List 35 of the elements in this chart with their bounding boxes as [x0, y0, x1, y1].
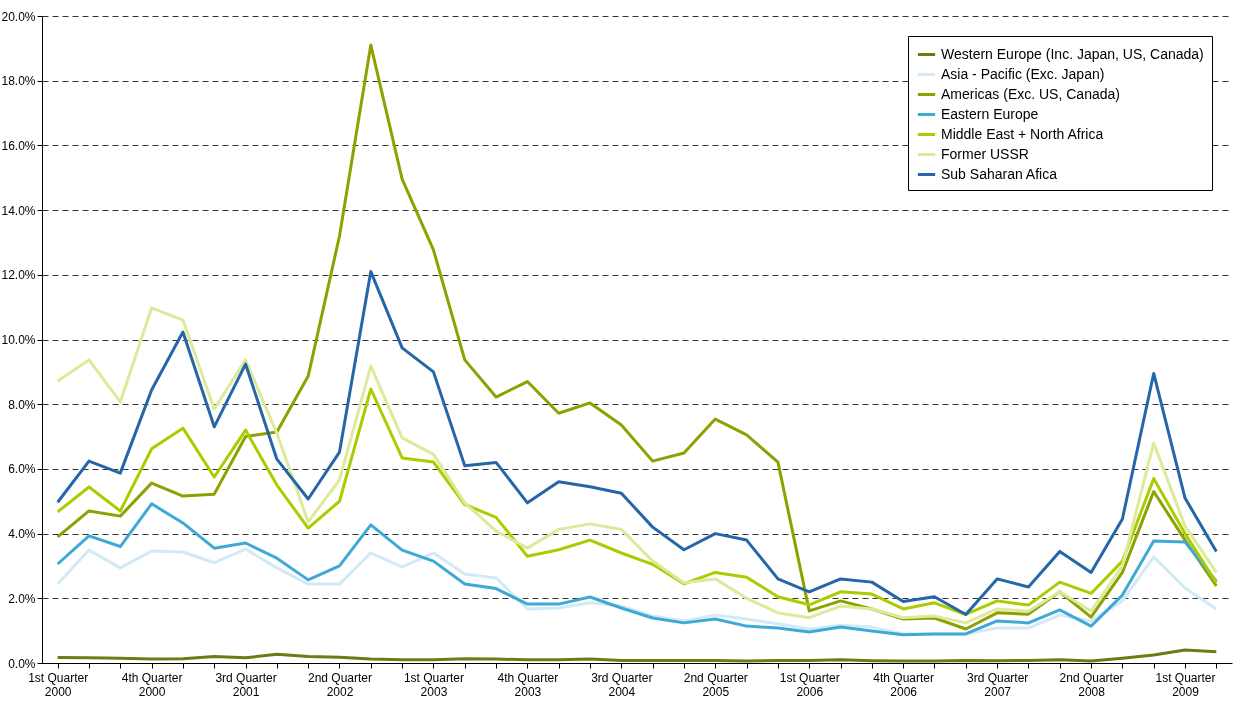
legend-label: Eastern Europe: [941, 105, 1039, 122]
x-tick-label: 1st Quarter 2003: [403, 670, 464, 699]
y-tick-label: 4.0%: [8, 527, 36, 542]
y-tick-label: 18.0%: [1, 74, 36, 89]
y-tick-label: 16.0%: [1, 138, 36, 153]
x-tick-label: 4th Quarter 2006: [873, 670, 935, 699]
y-tick-label: 0.0%: [8, 656, 36, 671]
line-series: [56, 43, 1218, 631]
x-tick-label: 3rd Quarter 2007: [966, 670, 1029, 699]
x-tick-label: 1st Quarter 2006: [779, 670, 840, 699]
legend-label: Middle East + North Africa: [941, 125, 1104, 142]
y-tick-label: 12.0%: [1, 268, 36, 283]
x-tick-label: 2nd Quarter 2005: [683, 670, 748, 699]
x-tick-label: 1st Quarter 2000: [28, 670, 89, 699]
x-tick-label: 2nd Quarter 2008: [1059, 670, 1124, 699]
y-tick-label: 2.0%: [8, 591, 36, 606]
x-tick-label: 4th Quarter 2000: [121, 670, 183, 699]
line-series: [56, 648, 1218, 663]
y-tick-label: 8.0%: [8, 397, 36, 412]
legend-label: Asia - Pacific (Exc. Japan): [941, 65, 1105, 82]
y-tick-label: 20.0%: [1, 9, 36, 24]
x-tick-label: 2nd Quarter 2002: [307, 670, 373, 699]
y-tick-label: 6.0%: [8, 462, 36, 477]
line-series: [56, 387, 1218, 616]
x-tick-label: 3rd Quarter 2004: [591, 670, 653, 699]
x-tick-label: 4th Quarter 2003: [497, 670, 559, 699]
legend-label: Former USSR: [941, 145, 1029, 162]
legend-label: Americas (Exc. US, Canada): [941, 85, 1120, 102]
legend-label: Western Europe (Inc. Japan, US, Canada): [941, 45, 1204, 62]
y-tick-label: 10.0%: [1, 333, 36, 347]
line-series: [56, 502, 1218, 637]
legend-label: Sub Saharan Afica: [941, 165, 1058, 182]
x-tick-label: 1st Quarter 2009: [1155, 670, 1216, 699]
y-tick-label: 14.0%: [1, 203, 36, 218]
x-tick-label: 3rd Quarter 2001: [215, 670, 277, 699]
